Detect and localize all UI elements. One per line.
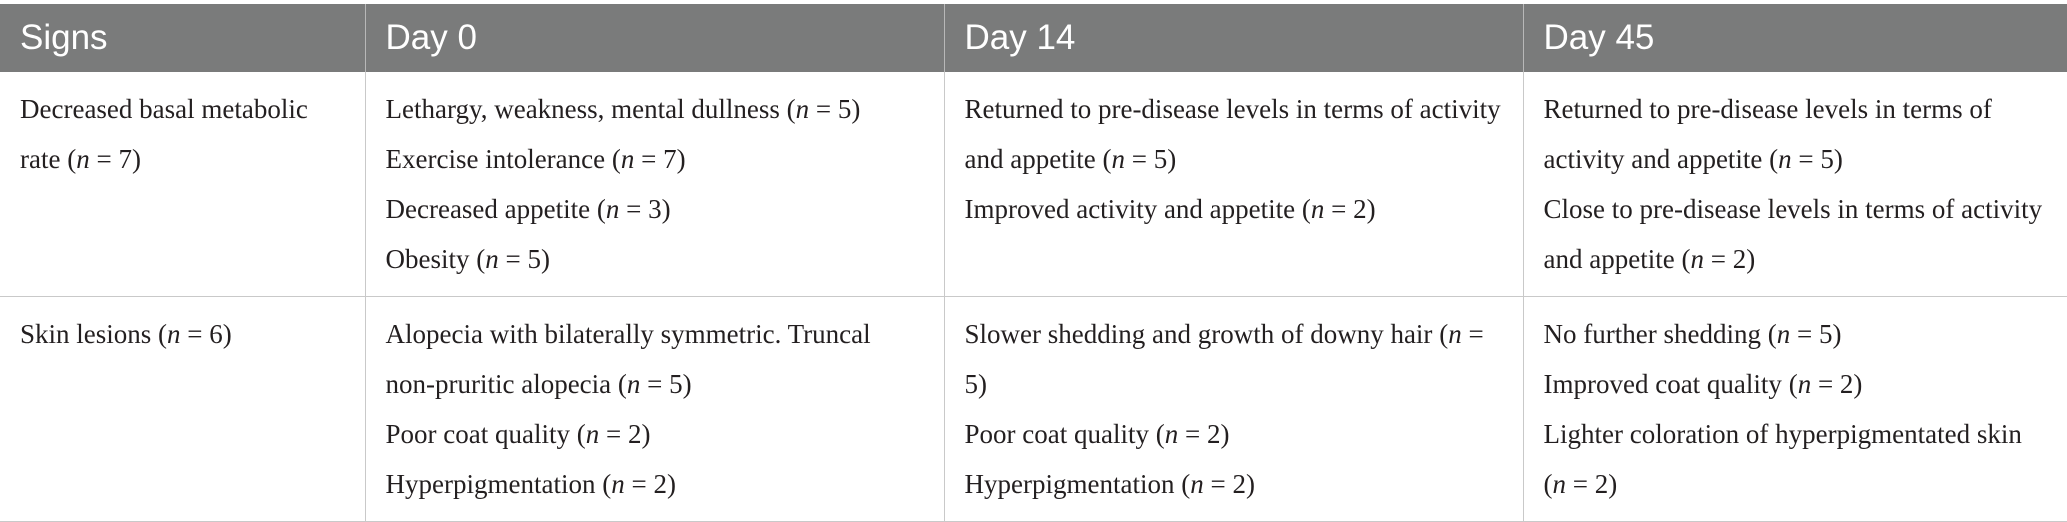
header-day-0: Day 0 [364, 4, 944, 72]
list-item: Lighter coloration of hyperpigmentated s… [1543, 419, 2022, 499]
list-item: No further shedding (n = 5) [1543, 319, 1842, 349]
list-item: Exercise intolerance (n = 7) [385, 144, 686, 174]
cell-sign: Skin lesions (n = 6) [0, 296, 365, 522]
table-row: Skin lesions (n = 6) Alopecia with bilat… [0, 296, 2067, 522]
cell-day-45: Returned to pre-disease levels in terms … [1522, 72, 2067, 297]
cell-day-0: Lethargy, weakness, mental dullness (n =… [364, 72, 944, 297]
list-item: Poor coat quality (n = 2) [964, 419, 1230, 449]
list-item: Returned to pre-disease levels in terms … [1543, 94, 1992, 174]
clinical-signs-table: Signs Day 0 Day 14 Day 45 Decreased basa… [0, 4, 2067, 522]
list-item: Returned to pre-disease levels in terms … [964, 94, 1501, 174]
cell-day-14: Returned to pre-disease levels in terms … [943, 72, 1523, 297]
header-day-45: Day 45 [1522, 4, 2067, 72]
list-item: Improved activity and appetite (n = 2) [964, 194, 1376, 224]
list-item: Hyperpigmentation (n = 2) [385, 469, 676, 499]
list-item: Lethargy, weakness, mental dullness (n =… [385, 94, 861, 124]
list-item: Poor coat quality (n = 2) [385, 419, 651, 449]
table-row: Decreased basal metabolic rate (n = 7) L… [0, 72, 2067, 297]
cell-day-14: Slower shedding and growth of downy hair… [943, 296, 1523, 522]
header-day-14: Day 14 [943, 4, 1523, 72]
cell-day-45: No further shedding (n = 5) Improved coa… [1522, 296, 2067, 522]
table-header-row: Signs Day 0 Day 14 Day 45 [0, 4, 2067, 72]
list-item: Obesity (n = 5) [385, 244, 550, 274]
sign-label: Skin lesions (n = 6) [20, 319, 232, 349]
list-item: Slower shedding and growth of downy hair… [964, 319, 1484, 399]
cell-day-0: Alopecia with bilaterally symmetric. Tru… [364, 296, 944, 522]
header-signs: Signs [0, 4, 365, 72]
sign-label: Decreased basal metabolic rate (n = 7) [20, 94, 308, 174]
list-item: Improved coat quality (n = 2) [1543, 369, 1863, 399]
list-item: Alopecia with bilaterally symmetric. Tru… [385, 319, 871, 399]
cell-sign: Decreased basal metabolic rate (n = 7) [0, 72, 365, 297]
list-item: Hyperpigmentation (n = 2) [964, 469, 1255, 499]
list-item: Close to pre-disease levels in terms of … [1543, 194, 2043, 274]
list-item: Decreased appetite (n = 3) [385, 194, 671, 224]
